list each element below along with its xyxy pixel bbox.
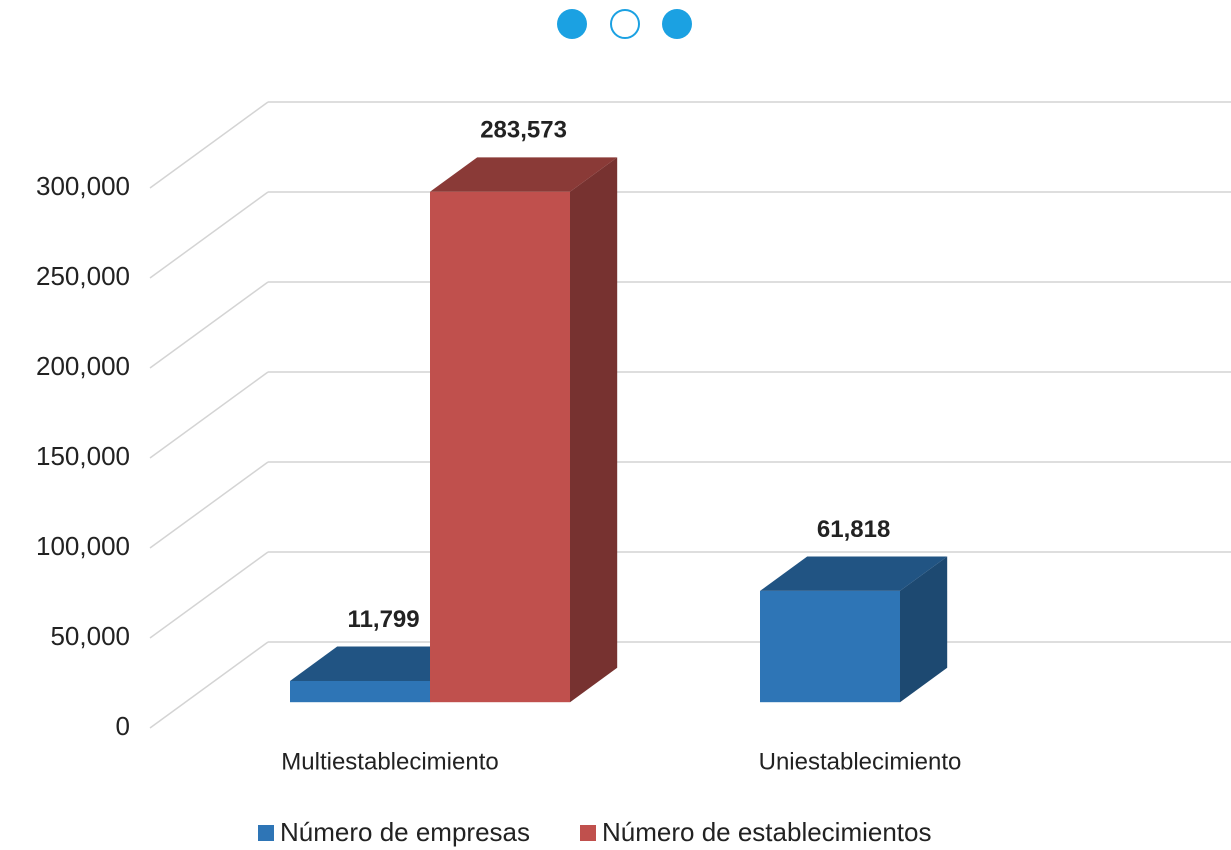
y-tick-label: 250,000 [36, 261, 130, 291]
x-tick-label: Uniestablecimiento [759, 748, 962, 775]
y-tick-label: 0 [116, 711, 130, 741]
bar-top [760, 556, 948, 591]
grid-line [149, 191, 269, 279]
grid-line [149, 281, 269, 369]
legend-swatch [258, 825, 274, 841]
bar-side [570, 157, 618, 703]
x-tick-label: Multiestablecimiento [281, 748, 498, 775]
carousel-dot[interactable] [610, 9, 640, 39]
bar [290, 680, 430, 703]
data-label: 11,799 [348, 606, 420, 633]
carousel-dot[interactable] [557, 9, 587, 39]
bar [430, 191, 570, 703]
y-tick-label: 300,000 [36, 171, 130, 201]
legend-swatch [580, 825, 596, 841]
carousel-dot[interactable] [662, 9, 692, 39]
grid-line [149, 371, 269, 459]
legend-label: Número de establecimientos [602, 817, 932, 847]
grid-line [149, 461, 269, 549]
bar [760, 590, 900, 703]
grid-line [149, 101, 269, 189]
legend-label: Número de empresas [280, 817, 530, 847]
grid-line [149, 551, 269, 639]
bar-top [430, 157, 618, 192]
y-tick-label: 100,000 [36, 531, 130, 561]
data-label: 283,573 [480, 117, 567, 144]
y-tick-label: 50,000 [50, 621, 130, 651]
grid-line [149, 641, 269, 729]
y-tick-label: 200,000 [36, 351, 130, 381]
data-label: 61,818 [817, 516, 890, 543]
bar-side [900, 556, 948, 703]
y-tick-label: 150,000 [36, 441, 130, 471]
